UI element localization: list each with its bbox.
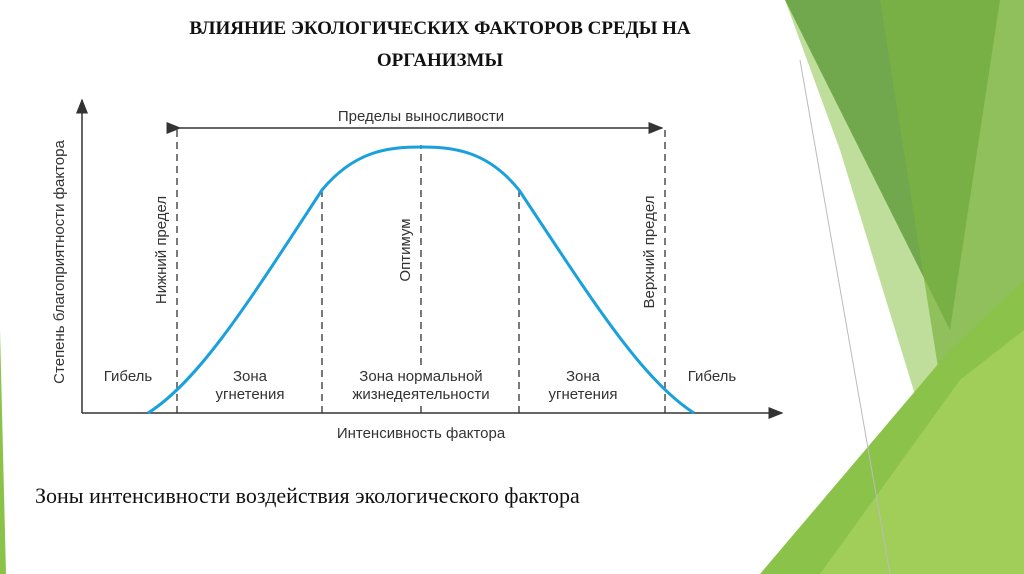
y-axis-label: Степень благоприятности фактора: [51, 140, 68, 384]
limit-label: Нижний предел: [153, 196, 170, 304]
diagram: Степень благоприятности фактора Интенсив…: [51, 98, 784, 442]
zone-label: Гибель: [688, 368, 737, 385]
zone-label: Зона: [566, 368, 601, 385]
range-label: Пределы выносливости: [338, 108, 504, 125]
zone-label: жизнедеятельности: [352, 386, 489, 403]
tolerance-curve: [147, 145, 695, 415]
zone-label: Зона нормальной: [359, 368, 482, 385]
zone-label: Гибель: [104, 368, 153, 385]
zone-label: угнетения: [216, 386, 285, 403]
zone-label: Зона: [233, 368, 268, 385]
limit-label: Верхний предел: [641, 195, 658, 308]
limit-label: Оптимум: [397, 218, 414, 281]
title: ВЛИЯНИЕ ЭКОЛОГИЧЕСКИХ ФАКТОРОВ СРЕДЫ НА: [189, 18, 691, 39]
caption: Зоны интенсивности воздействия экологиче…: [35, 483, 580, 508]
zone-label: угнетения: [549, 386, 618, 403]
x-axis-label: Интенсивность фактора: [337, 425, 506, 442]
title: ОРГАНИЗМЫ: [377, 50, 504, 71]
